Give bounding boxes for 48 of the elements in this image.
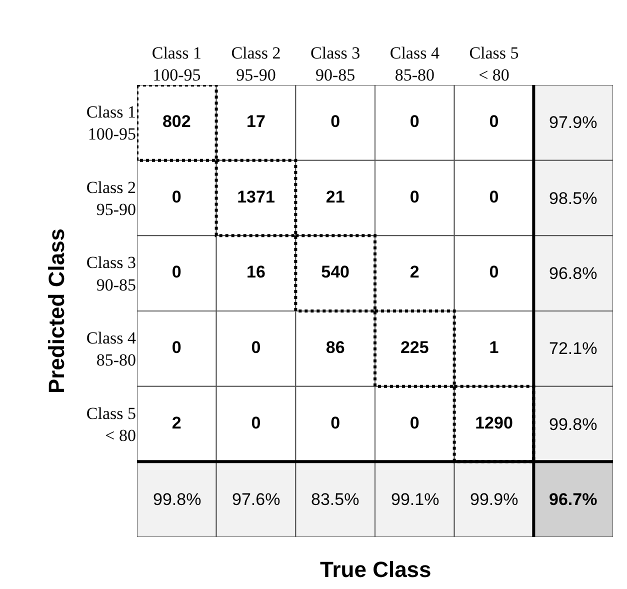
y-axis-title: Predicted Class: [44, 228, 70, 394]
data-label: 1371: [237, 187, 275, 206]
y-tick-label: Class 1 100-95: [86, 102, 136, 144]
data-label: 2: [410, 262, 420, 282]
text: 99.1%: [391, 490, 440, 509]
data-label: 0: [410, 413, 420, 432]
text: 99.8%: [153, 490, 202, 509]
text: 83.5%: [311, 490, 360, 509]
data-label: 1290: [475, 413, 513, 432]
x-tick-label: Class 4 85-80: [390, 44, 440, 85]
data-label: 86: [326, 338, 345, 357]
data-label: 1: [489, 338, 499, 357]
y-tick-label: Class 4 85-80: [86, 328, 136, 370]
data-label: 2: [172, 413, 182, 432]
text: 96.7%: [549, 490, 598, 509]
text: 99.9%: [470, 490, 518, 509]
data-label: 0: [410, 187, 420, 206]
text: 97.6%: [232, 490, 280, 509]
data-label: 0: [330, 413, 340, 432]
x-tick-label: Class 3 90-85: [310, 44, 360, 85]
data-label: 802: [162, 112, 191, 131]
text: 98.5%: [549, 189, 598, 208]
x-tick-label: Class 2 95-90: [231, 44, 281, 85]
data-label: 0: [330, 112, 340, 131]
data-label: 0: [410, 112, 420, 131]
x-tick-label: Class 5 < 80: [469, 44, 519, 85]
y-tick-label: Class 5 < 80: [86, 404, 136, 445]
text: 72.1%: [549, 339, 598, 358]
x-tick-label: Class 1 100-95: [152, 44, 202, 85]
text: 96.8%: [549, 264, 598, 283]
data-label: 17: [246, 112, 266, 131]
data-label: 16: [246, 262, 266, 282]
data-label: 540: [321, 262, 350, 282]
data-label: 0: [489, 187, 499, 206]
data-label: 0: [489, 112, 499, 131]
x-axis-title: True Class: [320, 557, 432, 582]
text: 97.9%: [549, 113, 598, 132]
data-label: 0: [251, 413, 261, 432]
data-label: 0: [489, 262, 499, 282]
y-tick-label: Class 2 95-90: [86, 178, 136, 219]
data-label: 0: [172, 262, 182, 282]
data-label: 0: [251, 338, 261, 357]
data-label: 0: [172, 187, 182, 206]
data-label: 225: [400, 338, 429, 357]
data-label: 21: [326, 187, 345, 206]
data-label: 0: [172, 338, 182, 357]
text: 99.8%: [549, 415, 598, 434]
y-tick-label: Class 3 90-85: [86, 253, 136, 294]
